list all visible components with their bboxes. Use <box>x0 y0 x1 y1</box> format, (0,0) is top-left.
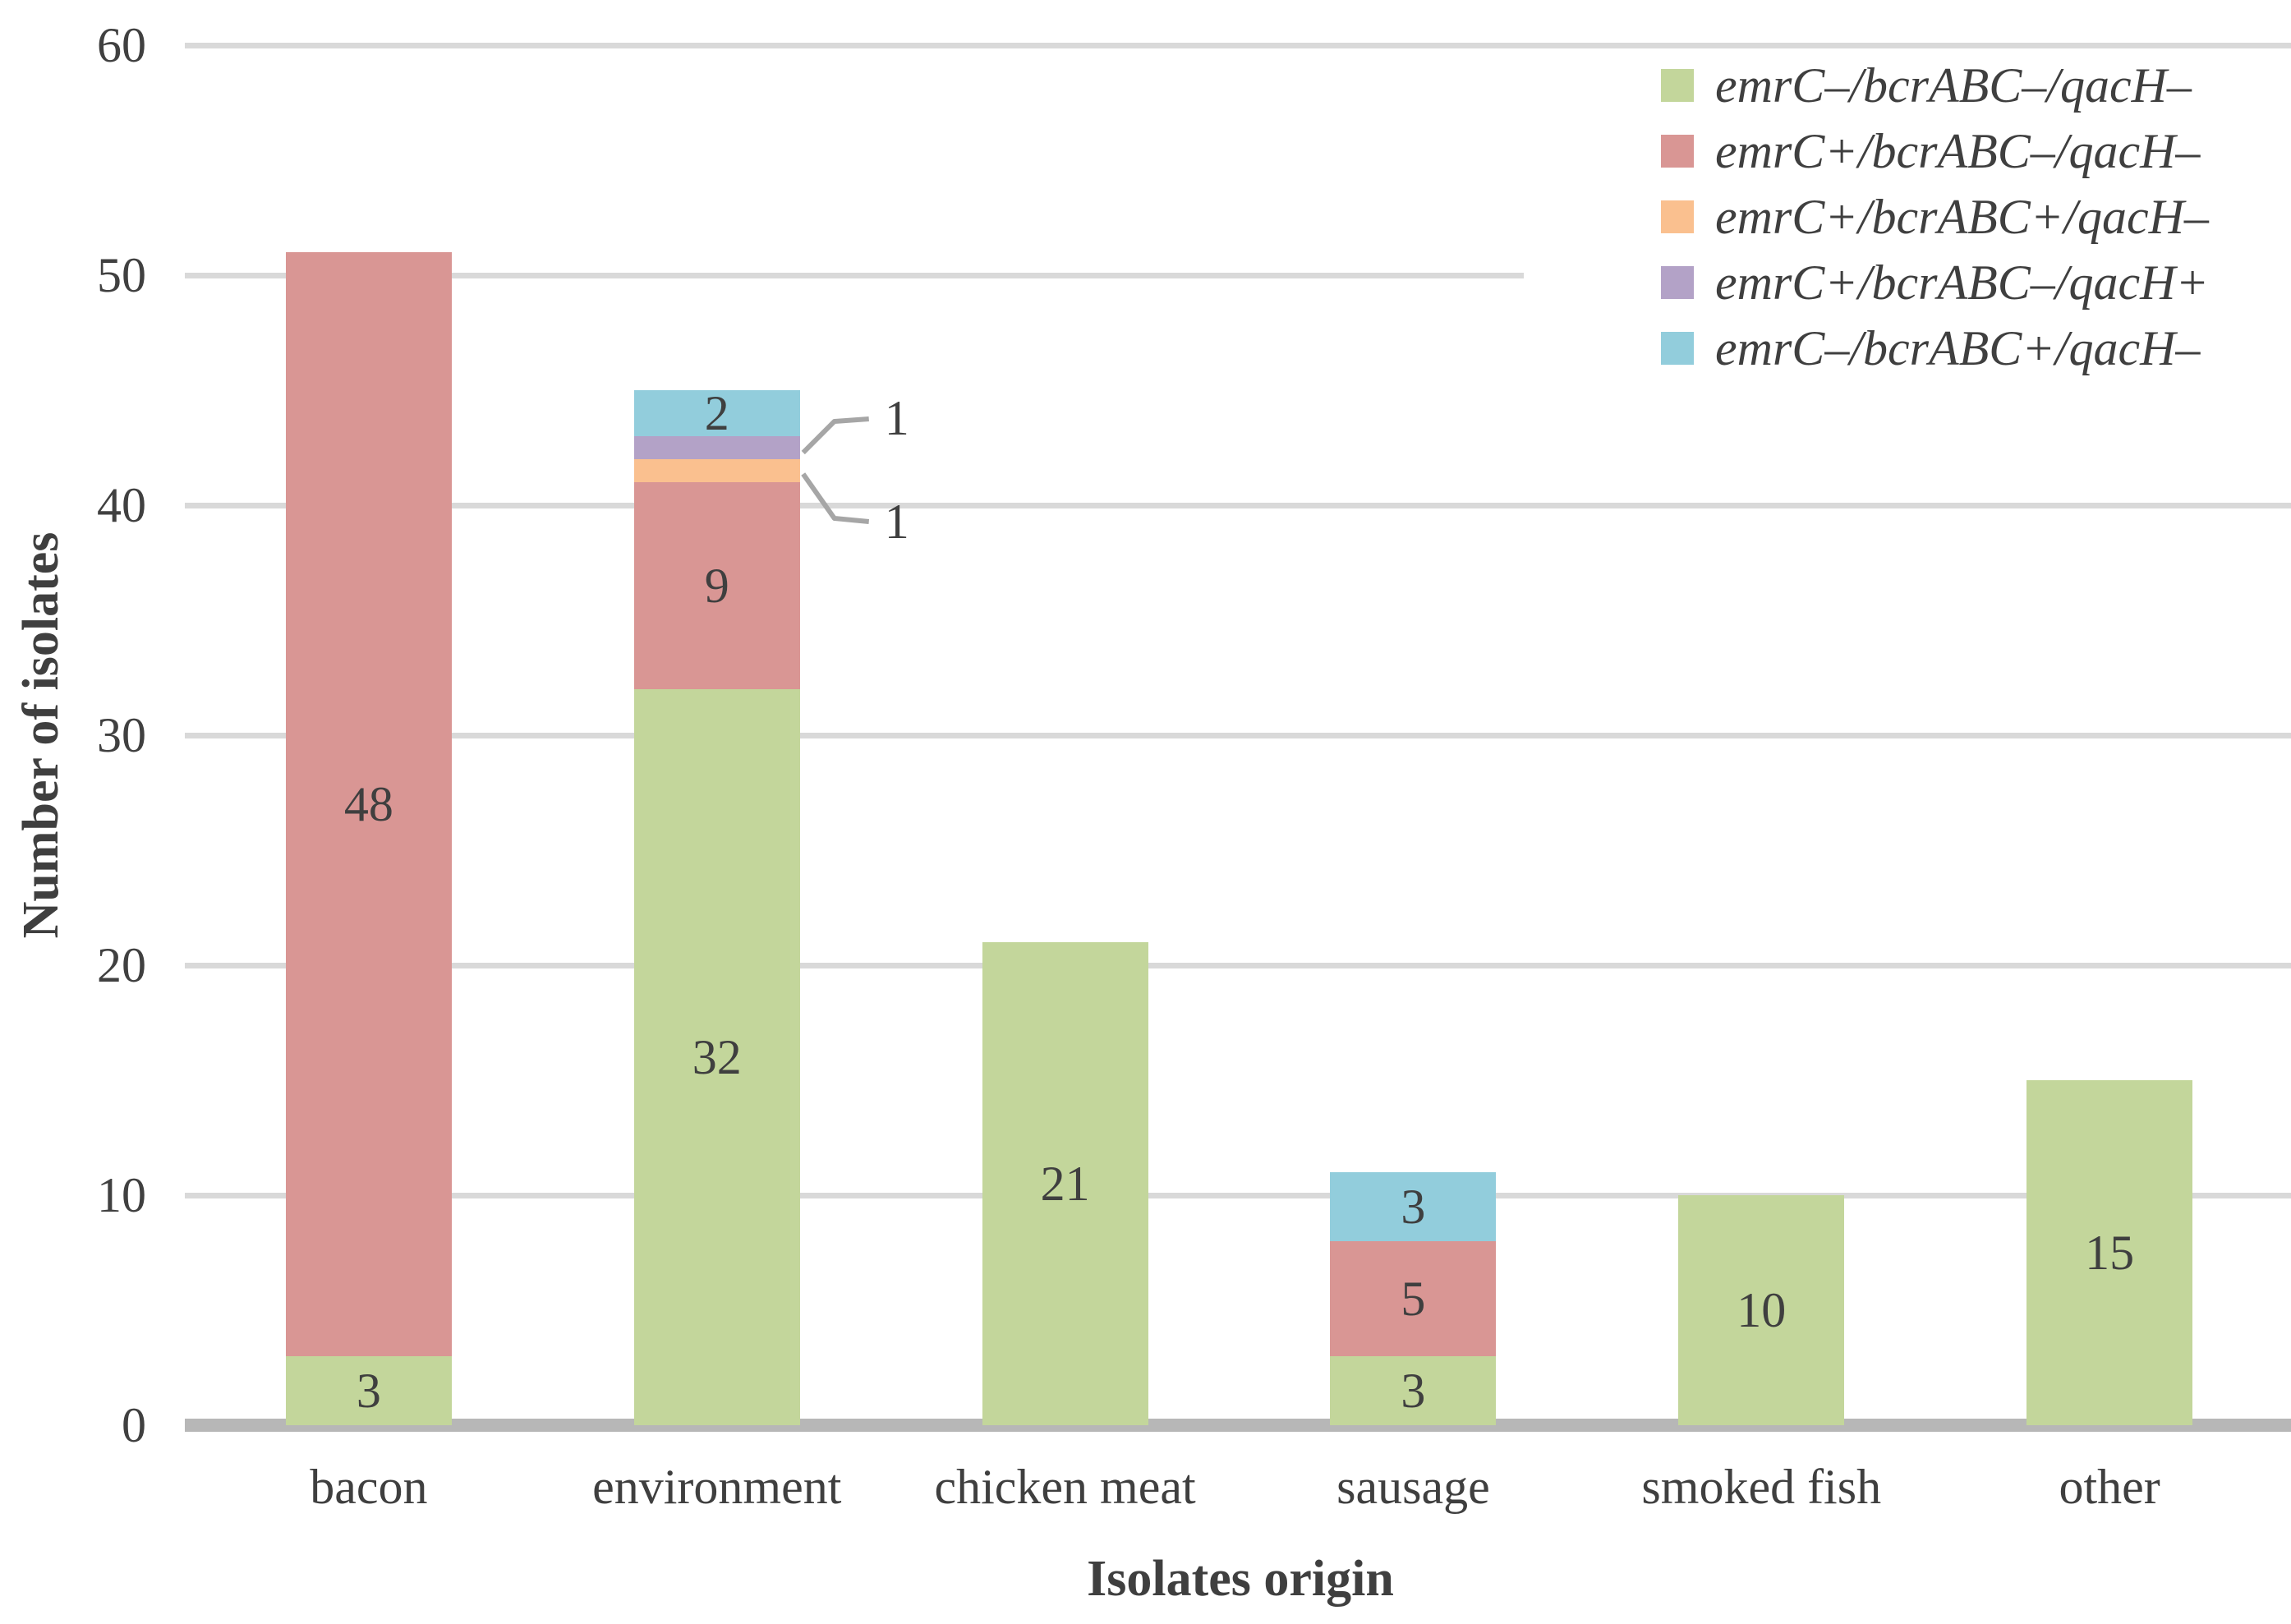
gridline-y-40 <box>185 503 2291 508</box>
legend-label: emrC+/bcrABC–/qacH+ <box>1715 255 2209 310</box>
legend-label: emrC–/bcrABC+/qacH– <box>1715 321 2201 375</box>
legend-label: emrC+/bcrABC+/qacH– <box>1715 190 2209 244</box>
legend-item-3: emrC+/bcrABC–/qacH+ <box>1524 250 2291 315</box>
bar-value-label: 3 <box>356 1364 381 1418</box>
legend-label: emrC+/bcrABC–/qacH– <box>1715 124 2201 178</box>
bar-segment-environment-s3 <box>633 436 800 459</box>
legend-item-2: emrC+/bcrABC+/qacH– <box>1524 184 2291 250</box>
x-category-label-sausage: sausage <box>1336 1460 1490 1514</box>
legend-swatch-icon <box>1661 135 1694 168</box>
bar-value-label: 32 <box>692 1030 742 1084</box>
bar-value-label: 3 <box>1401 1364 1426 1418</box>
bar-segment-environment-s0 <box>633 689 800 1425</box>
bar-segment-bacon-s0 <box>285 1356 452 1425</box>
bar-value-label: 15 <box>2085 1226 2135 1280</box>
x-category-label-other: other <box>2059 1460 2160 1514</box>
bar-value-label: 9 <box>704 559 729 613</box>
gridline-y-30 <box>185 733 2291 738</box>
bar-segment-sausage-s0 <box>1330 1356 1497 1425</box>
callout-line-down <box>801 472 870 524</box>
legend: emrC–/bcrABC–/qacH– emrC+/bcrABC–/qacH– em… <box>1524 53 2291 381</box>
y-tick-label-30: 30 <box>97 708 146 762</box>
y-tick-label-10: 10 <box>97 1168 146 1222</box>
bar-segment-sausage-s4 <box>1330 1172 1497 1241</box>
bar-value-label: 48 <box>343 777 393 831</box>
y-tick-label-40: 40 <box>97 478 146 532</box>
gridline-y-50 <box>185 273 2291 278</box>
y-tick-label-20: 20 <box>97 938 146 992</box>
bar-segment-environment-s4 <box>633 390 800 436</box>
bar-value-label: 5 <box>1401 1272 1426 1326</box>
x-category-label-chicken-meat: chicken meat <box>934 1460 1196 1514</box>
bar-value-label: 21 <box>1040 1157 1090 1211</box>
bar-segment-other-s0 <box>2026 1080 2193 1425</box>
bar-segment-sausage-s1 <box>1330 1241 1497 1356</box>
bar-value-label: 2 <box>704 386 729 440</box>
bar-value-label: 10 <box>1737 1283 1787 1337</box>
legend-label: emrC–/bcrABC–/qacH– <box>1715 58 2192 113</box>
legend-swatch-icon <box>1661 266 1694 299</box>
gridline-y-20 <box>185 963 2291 968</box>
x-axis-title: Isolates origin <box>1087 1551 1394 1607</box>
y-tick-label-60: 60 <box>97 18 146 72</box>
gridline-y-10 <box>185 1193 2291 1198</box>
legend-item-1: emrC+/bcrABC–/qacH– <box>1524 118 2291 184</box>
bar-segment-chicken-meat-s0 <box>982 942 1148 1425</box>
bar-segment-environment-s1 <box>633 482 800 689</box>
callout-value-label: 1 <box>884 391 909 445</box>
legend-swatch-icon <box>1661 332 1694 365</box>
legend-item-4: emrC–/bcrABC+/qacH– <box>1524 315 2291 381</box>
legend-swatch-icon <box>1661 69 1694 102</box>
callout-value-label: 1 <box>884 495 909 549</box>
y-tick-label-0: 0 <box>122 1398 146 1452</box>
gridline-y-60 <box>185 43 2291 48</box>
x-category-label-smoked-fish: smoked fish <box>1641 1460 1882 1514</box>
bar-segment-smoked-fish-s0 <box>1678 1195 1845 1425</box>
x-category-label-environment: environment <box>592 1460 842 1514</box>
legend-swatch-icon <box>1661 200 1694 233</box>
bar-segment-bacon-s1 <box>285 252 452 1356</box>
bar-value-label: 3 <box>1401 1180 1426 1234</box>
callout-line-up <box>801 416 869 455</box>
bar-segment-environment-s2 <box>633 459 800 482</box>
y-tick-label-50: 50 <box>97 248 146 302</box>
x-category-label-bacon: bacon <box>310 1460 428 1514</box>
legend-item-0: emrC–/bcrABC–/qacH– <box>1524 53 2291 118</box>
